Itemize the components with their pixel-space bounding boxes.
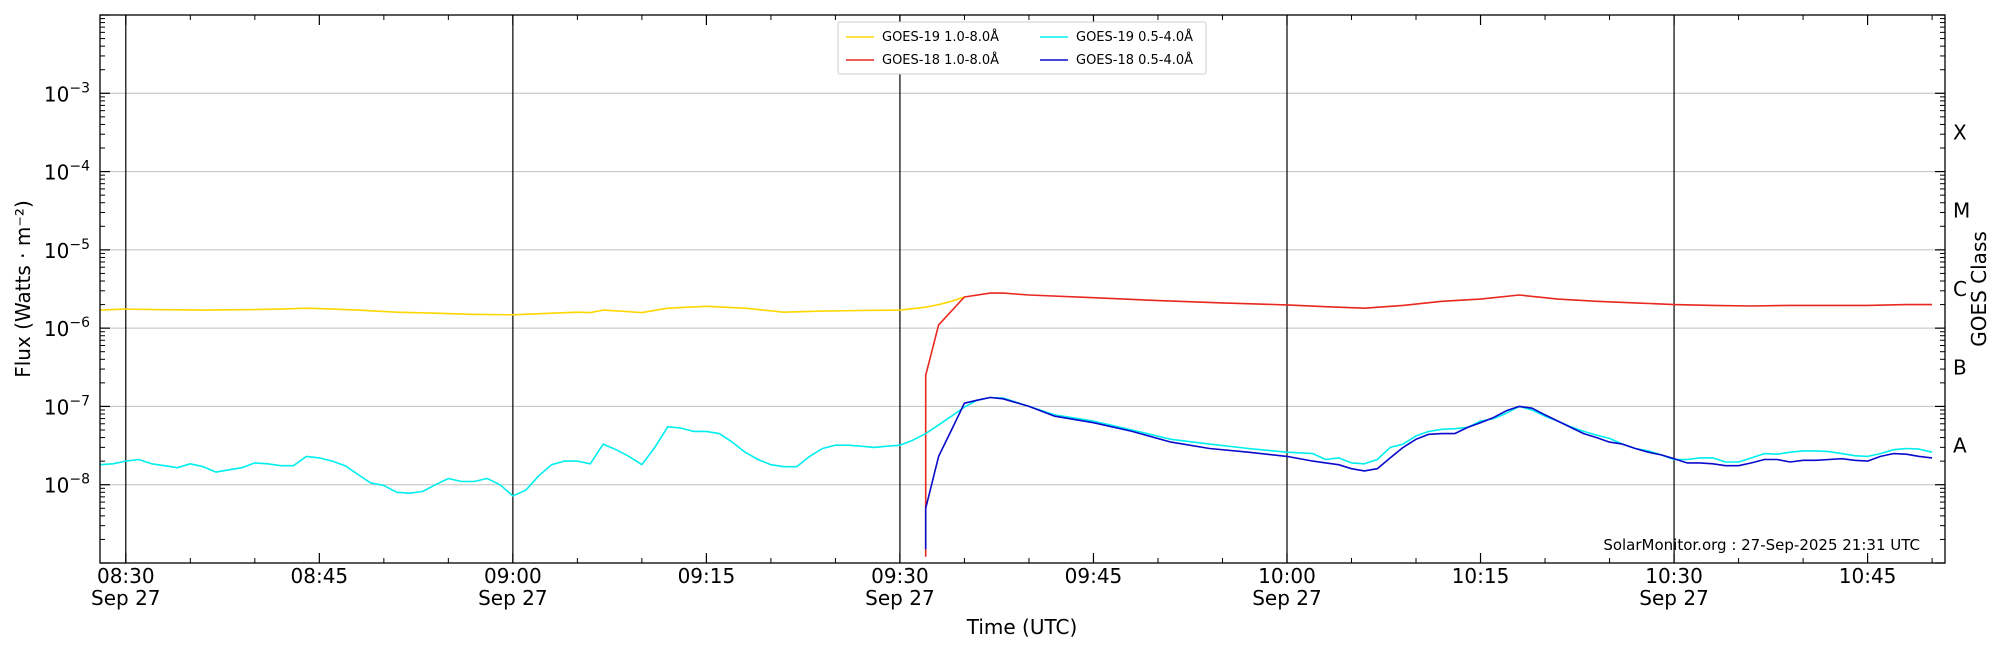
y-tick-label: 10−3: [44, 80, 90, 106]
goes-class-label: A: [1953, 434, 1967, 458]
x-tick-label: 09:45: [1065, 564, 1123, 588]
series-goes18-short: [924, 396, 1933, 550]
y-tick-label: 10−6: [44, 315, 90, 341]
x-tick-date-label: Sep 27: [91, 586, 161, 610]
x-tick-date-label: Sep 27: [478, 586, 548, 610]
legend-label-goes18-short: GOES-18 0.5-4.0Å: [1076, 52, 1193, 68]
y2-axis-title: GOES Class: [1967, 231, 1991, 347]
axis-ticks: [100, 14, 1945, 564]
goes-class-labels: A B C M X: [1953, 120, 1970, 457]
series-goes19-long: [99, 296, 965, 316]
y-tick-label: 10−7: [44, 393, 90, 419]
x-tick-date-label: Sep 27: [865, 586, 935, 610]
x-axis-title: Time (UTC): [966, 615, 1078, 639]
x-tick-label: 10:00: [1258, 564, 1316, 588]
legend: GOES-19 1.0-8.0Å GOES-18 1.0-8.0Å GOES-1…: [837, 21, 1207, 75]
x-tick-label: 08:30: [97, 564, 155, 588]
time-marker-lines: [125, 15, 1675, 563]
x-tick-label: 10:30: [1645, 564, 1703, 588]
grid-lines: [100, 92, 1945, 486]
series-lines: [99, 292, 1933, 557]
goes-class-label: B: [1953, 355, 1967, 379]
legend-box: [837, 21, 1207, 75]
series-goes19-short: [99, 396, 1933, 497]
x-tick-date-label: Sep 27: [1639, 586, 1709, 610]
y-tick-label: 10−5: [44, 237, 90, 263]
y-tick-label: 10−8: [44, 472, 90, 498]
goes-class-label: M: [1953, 199, 1970, 223]
x-tick-label: 09:00: [484, 564, 542, 588]
legend-label-goes19-long: GOES-19 1.0-8.0Å: [882, 29, 999, 45]
series-goes18-long: [924, 292, 1933, 557]
credit-text: SolarMonitor.org : 27-Sep-2025 21:31 UTC: [1603, 536, 1920, 554]
legend-label-goes19-short: GOES-19 0.5-4.0Å: [1076, 29, 1193, 45]
legend-label-goes18-long: GOES-18 1.0-8.0Å: [882, 52, 999, 68]
goes-class-label: C: [1953, 277, 1967, 301]
y-tick-labels: 10−8 10−7 10−6 10−5 10−4 10−3: [44, 80, 90, 497]
y-axis-title: Flux (Watts · m⁻²): [11, 200, 35, 378]
x-tick-label: 08:45: [291, 564, 349, 588]
x-tick-label: 10:15: [1452, 564, 1510, 588]
x-tick-label: 10:45: [1839, 564, 1897, 588]
goes-class-label: X: [1953, 120, 1967, 144]
plot-frame: [99, 14, 1946, 564]
y-tick-label: 10−4: [44, 159, 90, 185]
x-tick-label: 09:15: [678, 564, 736, 588]
x-tick-date-label: Sep 27: [1252, 586, 1322, 610]
x-tick-label: 09:30: [871, 564, 929, 588]
